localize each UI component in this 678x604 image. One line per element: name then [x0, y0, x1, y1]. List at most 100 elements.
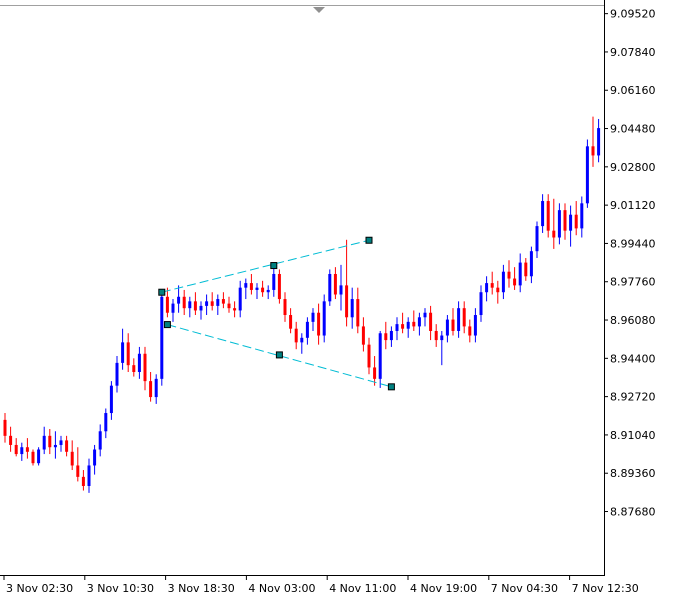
trendline-handle[interactable] [275, 351, 283, 359]
candle [389, 326, 393, 347]
candle-body [188, 301, 192, 309]
candle [104, 408, 108, 439]
candle-body [401, 324, 405, 329]
candle [20, 442, 24, 461]
time-tick-label: 4 Nov 11:00 [329, 582, 396, 595]
candle-body [580, 203, 584, 229]
candle [591, 116, 595, 167]
trendline-handle[interactable] [163, 321, 171, 329]
candle [289, 308, 293, 334]
candle [361, 317, 365, 352]
candle-body [345, 285, 349, 318]
candle-body [591, 146, 595, 156]
candle-body [165, 296, 169, 313]
price-tick-label: 8.87680 [610, 506, 656, 519]
candle [238, 280, 242, 318]
price-axis: 9.09520 9.07840 9.06160 9.04480 9.02800 9.011… [604, 8, 656, 519]
candle-body [171, 303, 175, 313]
candle [143, 346, 147, 391]
candle [98, 424, 102, 457]
candle [81, 470, 85, 491]
trendlines [158, 236, 395, 391]
candle [160, 289, 164, 386]
candle [115, 356, 119, 393]
candle-body [104, 413, 108, 432]
candle [395, 317, 399, 341]
candle-body [518, 262, 522, 286]
candle-body [14, 444, 18, 455]
scroll-marker-icon[interactable] [313, 7, 325, 13]
candle-body [289, 315, 293, 329]
candle [249, 273, 253, 295]
candle-body [244, 283, 248, 288]
candle-body [87, 465, 91, 486]
candle-body [305, 321, 309, 338]
candle-body [294, 328, 298, 343]
candle-body [81, 476, 85, 486]
candle-body [283, 299, 287, 316]
candle-body [126, 342, 130, 366]
candle-body [440, 335, 444, 341]
candle-body [261, 287, 265, 293]
price-tick-label: 8.97760 [610, 276, 656, 289]
candle-body [193, 301, 197, 311]
candle-body [367, 344, 371, 368]
candle [188, 296, 192, 318]
candle [473, 308, 477, 343]
candle [14, 438, 18, 457]
candle-body [205, 301, 209, 306]
candle-body [423, 312, 427, 318]
candle-body [210, 301, 214, 306]
candle-body [31, 451, 35, 464]
candle [563, 203, 567, 240]
candle [496, 280, 500, 304]
candle-body [255, 287, 259, 290]
candle-body [406, 321, 410, 329]
trendline-handle[interactable] [387, 383, 395, 391]
trendline-handle[interactable] [270, 262, 278, 270]
candle-body [311, 312, 315, 322]
candles [3, 116, 601, 493]
candle-body [541, 201, 545, 227]
candle [445, 315, 449, 343]
candle [535, 221, 539, 259]
candle [356, 287, 360, 334]
trendline-handle[interactable] [158, 288, 166, 296]
candle [479, 285, 483, 322]
candle-body [490, 283, 494, 288]
candle-body [384, 333, 388, 341]
candle [3, 413, 7, 443]
price-tick-label: 9.02800 [610, 161, 656, 174]
candle [266, 285, 270, 300]
trendline-handle[interactable] [365, 236, 373, 244]
candle [429, 305, 433, 341]
candle-body [395, 324, 399, 331]
candle [216, 294, 220, 316]
candle [121, 328, 125, 370]
candle-body [216, 299, 220, 306]
candle-body [154, 378, 158, 398]
candle-body [272, 273, 276, 290]
candle [221, 292, 225, 309]
candle [65, 435, 69, 457]
candle-body [507, 271, 511, 279]
candle-body [429, 312, 433, 331]
candle-body [412, 321, 416, 327]
candle [378, 330, 382, 388]
time-tick-label: 4 Nov 03:00 [248, 582, 315, 595]
candle-body [485, 283, 489, 293]
trendline-upper[interactable] [161, 239, 370, 293]
candle-body [569, 214, 573, 231]
candle [585, 139, 589, 208]
candle-body [48, 435, 52, 448]
time-axis: 3 Nov 02:30 3 Nov 10:30 3 Nov 18:30 4 Nov 0… [3, 575, 639, 595]
candle [557, 203, 561, 245]
candle [283, 292, 287, 322]
candle-body [3, 419, 7, 436]
candle [501, 264, 505, 300]
candle [552, 198, 556, 249]
candle-body [160, 296, 164, 379]
candle-body [434, 330, 438, 341]
candle [350, 287, 354, 329]
